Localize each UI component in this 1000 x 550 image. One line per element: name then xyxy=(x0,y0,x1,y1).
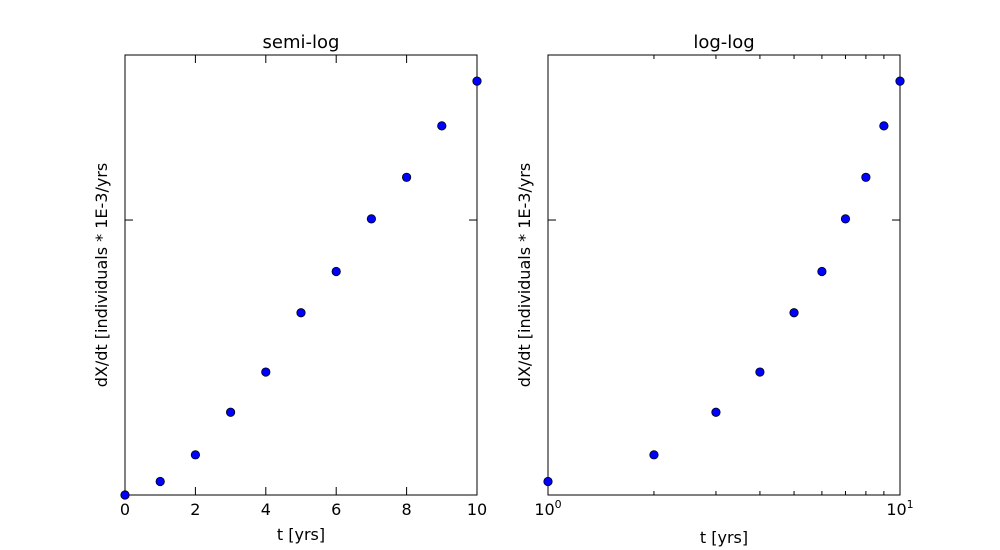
data-point xyxy=(226,407,236,417)
x-tick-label: 4 xyxy=(261,500,271,519)
x-tick-label: 100 xyxy=(534,498,561,519)
chart-title: log-log xyxy=(693,32,754,53)
data-point xyxy=(155,476,165,487)
semi-log-panel: semi-log t [yrs] dX/dt [individuals * 1E… xyxy=(92,32,487,544)
data-point xyxy=(543,476,553,487)
y-axis-label: dX/dt [individuals * 1E-3/yrs xyxy=(92,163,111,387)
x-tick-label: 6 xyxy=(331,500,341,519)
x-axis-label: t [yrs] xyxy=(700,528,748,547)
log-log-panel: log-log t [yrs] dX/dt [individuals * 1E-… xyxy=(515,32,914,547)
data-point xyxy=(120,490,130,500)
data-point xyxy=(755,367,765,377)
x-tick-label: 8 xyxy=(402,500,412,519)
data-point xyxy=(817,266,827,277)
data-point xyxy=(331,266,341,277)
data-point xyxy=(861,172,871,182)
x-tick-label: 2 xyxy=(190,500,200,519)
data-point xyxy=(789,308,799,318)
data-point xyxy=(401,172,412,182)
chart-title: semi-log xyxy=(263,32,340,53)
plot-frame xyxy=(547,54,901,496)
data-point xyxy=(261,367,271,377)
y-axis-label: dX/dt [individuals * 1E-3/yrs xyxy=(515,163,534,387)
data-point xyxy=(840,214,851,224)
data-point xyxy=(472,76,482,86)
x-axis-label: t [yrs] xyxy=(277,525,325,544)
x-ticks: 0 2 4 6 8 10 xyxy=(120,55,487,519)
data-points xyxy=(120,76,482,500)
x-tick-label: 10 xyxy=(467,500,487,519)
data-point xyxy=(895,76,905,86)
data-point xyxy=(711,407,721,417)
x-ticks: 100 101 xyxy=(534,55,914,519)
plot-frame xyxy=(124,54,478,496)
data-point xyxy=(649,450,659,460)
x-tick-label: 0 xyxy=(120,500,130,519)
x-tick-label: 101 xyxy=(886,498,913,519)
data-point xyxy=(190,450,200,460)
data-points xyxy=(543,76,905,487)
data-point xyxy=(879,121,889,131)
data-point xyxy=(296,308,306,318)
data-point xyxy=(366,214,376,224)
data-point xyxy=(437,121,447,131)
